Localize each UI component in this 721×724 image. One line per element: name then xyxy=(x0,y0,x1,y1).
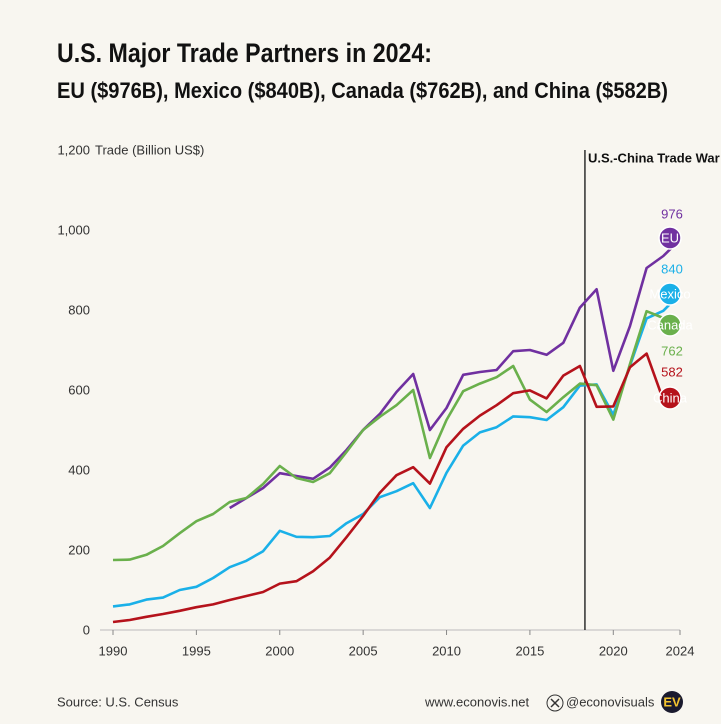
legend-entry: Canada xyxy=(647,317,693,332)
chart-title: U.S. Major Trade Partners in 2024: xyxy=(57,38,432,68)
end-label: 582 xyxy=(661,364,683,379)
logo-badge xyxy=(661,691,683,713)
line-2 xyxy=(112,309,681,562)
line-3 xyxy=(112,352,681,624)
x-tick-label: 2005 xyxy=(349,643,378,658)
flag xyxy=(658,282,682,306)
x-tick-label: 2010 xyxy=(432,643,461,658)
source: Source: U.S. Census xyxy=(57,694,179,709)
y-tick-label: 600 xyxy=(68,382,90,397)
flag xyxy=(658,313,682,337)
legend-entry: China xyxy=(653,390,688,405)
x-tick-label: 2024 xyxy=(666,643,695,658)
line-0 xyxy=(229,238,681,510)
y-tick-label: 1,200 xyxy=(57,142,90,157)
legend-entry: Mexico xyxy=(649,286,690,301)
x-tick-label: 2000 xyxy=(265,643,294,658)
y-tick-label: 0 xyxy=(83,622,90,637)
x-tick-label: 2015 xyxy=(515,643,544,658)
x-tick-label: 1990 xyxy=(99,643,128,658)
website: www.econovis.net xyxy=(424,694,529,709)
end-label: 762 xyxy=(661,343,683,358)
annotation: U.S.-China Trade War xyxy=(588,150,720,165)
y-tick-label: 1,000 xyxy=(57,222,90,237)
legend-entry: EU xyxy=(661,230,679,245)
end-label: 976 xyxy=(661,206,683,221)
flag xyxy=(658,226,682,250)
y-tick-label: 800 xyxy=(68,302,90,317)
y-tick-label: 200 xyxy=(68,542,90,557)
x-tick-label: 2020 xyxy=(599,643,628,658)
end-label: 840 xyxy=(661,261,683,276)
chart-subtitle: EU ($976B), Mexico ($840B), Canada ($762… xyxy=(57,78,668,103)
flag xyxy=(658,386,682,410)
y-axis-label: Trade (Billion US$) xyxy=(95,142,204,157)
x-icon xyxy=(546,694,564,712)
logo: EV xyxy=(663,694,681,709)
y-tick-label: 400 xyxy=(68,462,90,477)
x-tick-label: 1995 xyxy=(182,643,211,658)
x-icon-glyph xyxy=(550,698,560,708)
handle: @econovisuals xyxy=(566,694,655,709)
